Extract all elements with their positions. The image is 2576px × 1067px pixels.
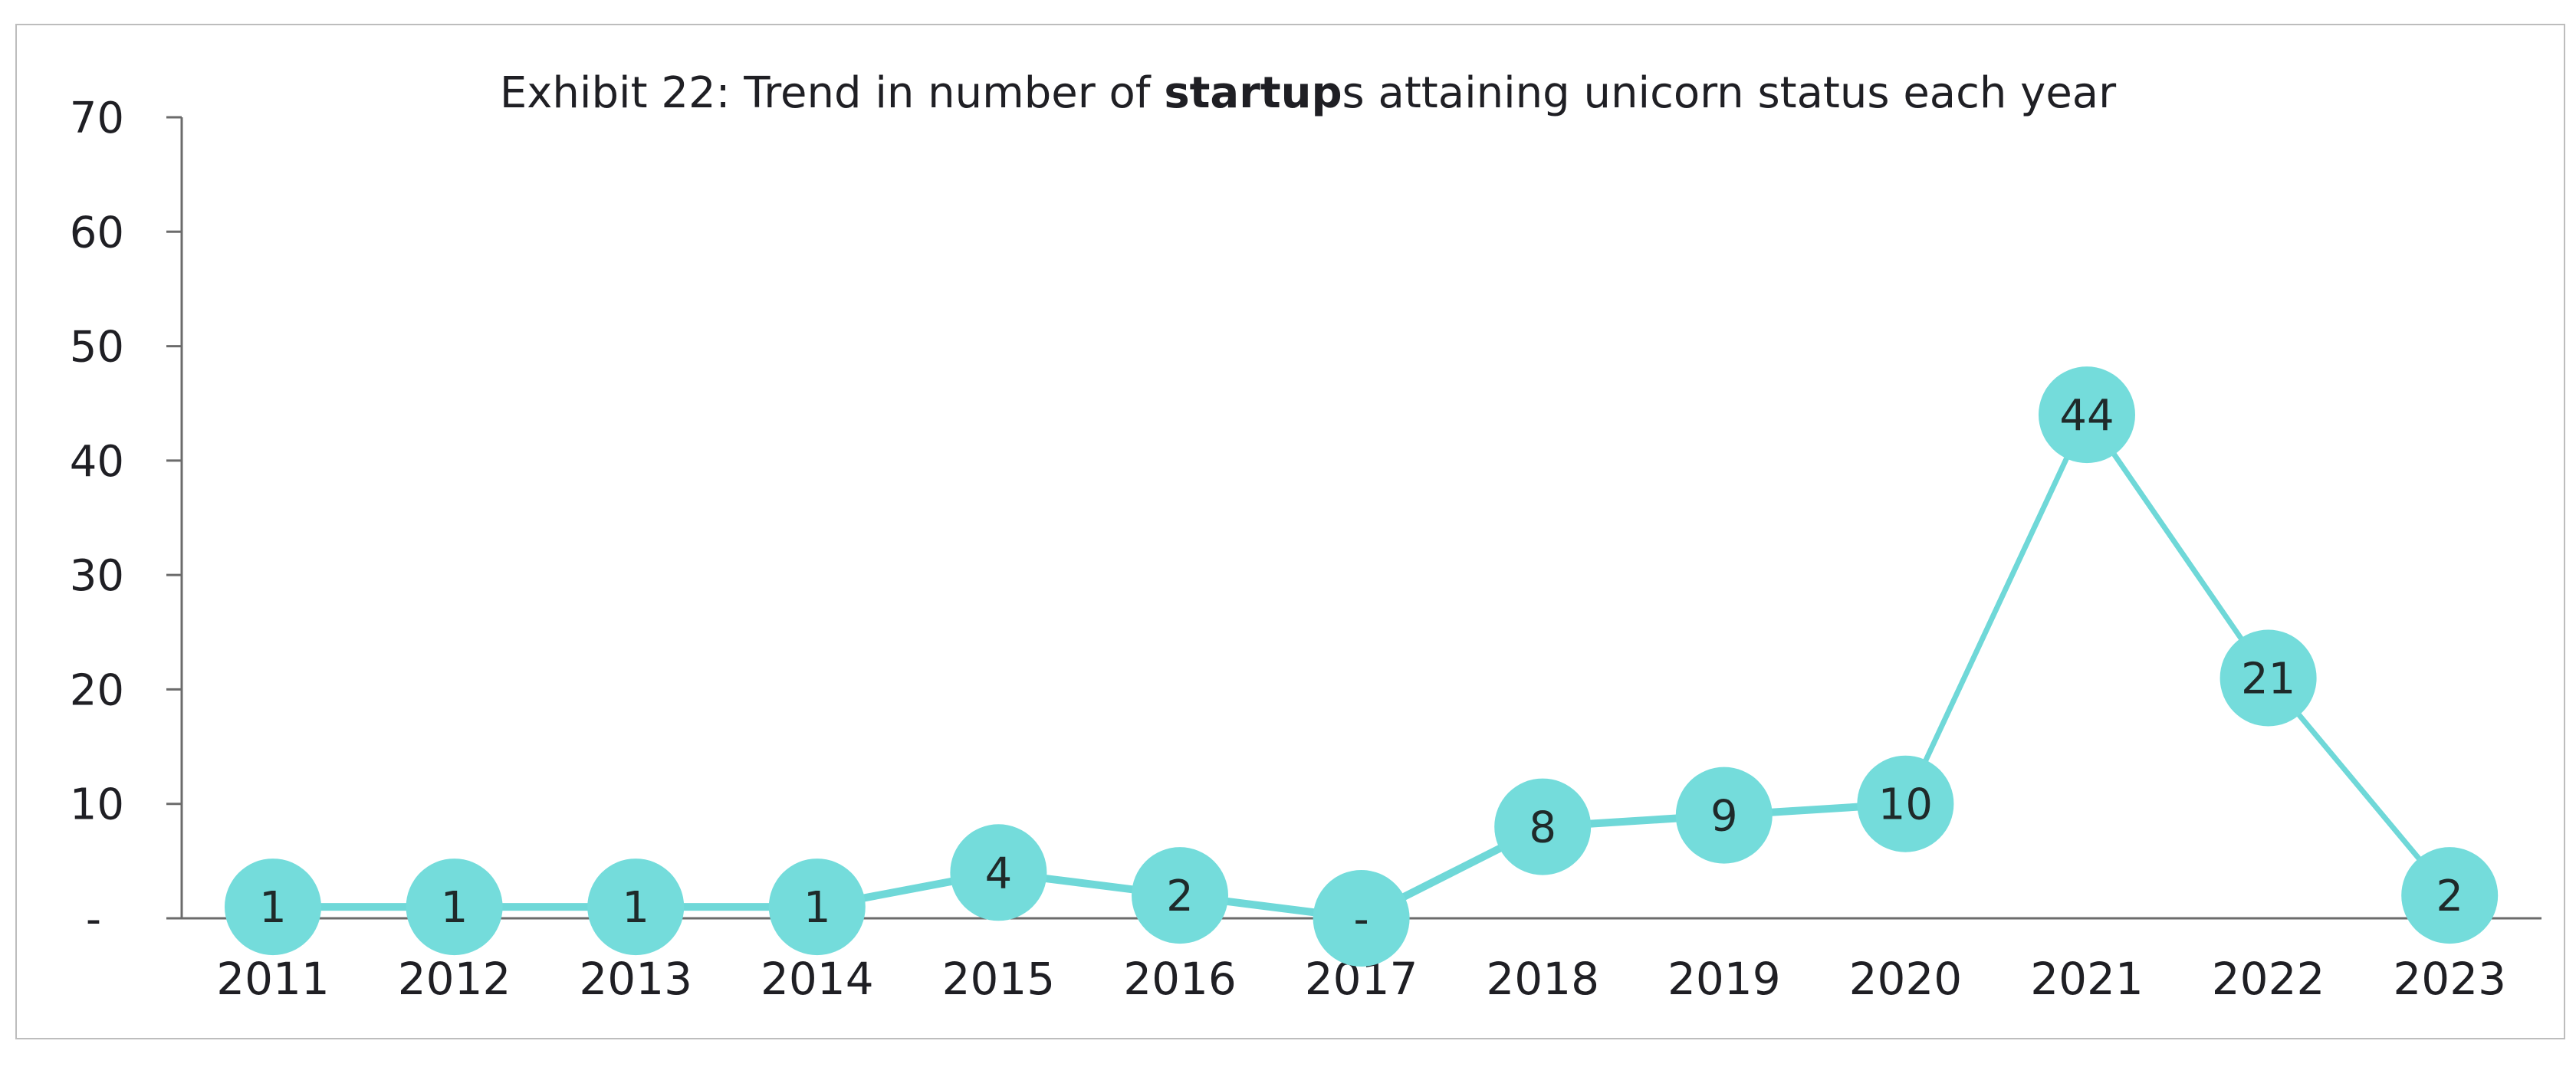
series-line-segment xyxy=(1902,412,2090,807)
x-tick-label: 2014 xyxy=(761,953,874,1005)
data-point: 21 xyxy=(2220,629,2317,727)
data-label: 8 xyxy=(1529,803,1556,853)
data-point: 2 xyxy=(2401,847,2499,944)
y-tick-label: 30 xyxy=(70,551,124,601)
data-marker xyxy=(1313,870,1410,967)
data-point: 44 xyxy=(2039,366,2135,464)
data-point: 10 xyxy=(1857,755,1954,852)
data-marker xyxy=(1494,778,1592,875)
series-line xyxy=(269,412,2453,922)
data-marker xyxy=(1857,755,1954,852)
data-marker xyxy=(950,824,1047,921)
x-tick-label: 2013 xyxy=(579,953,692,1005)
data-marker xyxy=(587,859,685,956)
data-point: 1 xyxy=(587,859,685,956)
x-tick-label: 2022 xyxy=(2212,953,2325,1005)
x-tick-label: 2018 xyxy=(1486,953,1599,1005)
data-label: 4 xyxy=(985,849,1013,898)
x-tick-label: 2016 xyxy=(1123,953,1237,1005)
chart-title-part-0: Exhibit 22: Trend in number of xyxy=(500,68,1164,118)
x-tick-label: 2019 xyxy=(1668,953,1781,1005)
data-label: 10 xyxy=(1878,780,1933,830)
data-marker xyxy=(2401,847,2499,944)
y-tick-label: 20 xyxy=(70,665,124,715)
data-label: 44 xyxy=(2059,391,2114,441)
chart-title: Exhibit 22: Trend in number of startups … xyxy=(500,68,2117,118)
data-label: 2 xyxy=(1166,872,1194,921)
y-tick-label: - xyxy=(86,895,101,944)
x-tick-label: 2012 xyxy=(398,953,511,1005)
y-tick-label: 10 xyxy=(70,780,124,830)
data-marker xyxy=(1675,767,1773,864)
data-point: 8 xyxy=(1494,778,1592,875)
data-marker xyxy=(768,859,866,956)
data-label: 21 xyxy=(2241,655,2295,704)
data-marker xyxy=(2220,629,2317,727)
y-tick-label: 50 xyxy=(70,323,124,373)
data-point: 4 xyxy=(950,824,1047,921)
data-point: 9 xyxy=(1675,767,1773,864)
data-label: 9 xyxy=(1710,792,1738,842)
data-label: - xyxy=(1353,895,1368,944)
chart-title-part-2: s attaining unicorn status each year xyxy=(1342,68,2118,118)
data-point: 1 xyxy=(406,859,503,956)
data-point: 1 xyxy=(768,859,866,956)
chart-title-part-1: startup xyxy=(1164,68,1342,118)
data-marker xyxy=(2039,366,2135,464)
data-marker xyxy=(1132,847,1228,944)
data-point: - xyxy=(1313,870,1410,967)
data-point: 2 xyxy=(1132,847,1228,944)
y-tick-label: 40 xyxy=(70,437,124,487)
x-tick-label: 2020 xyxy=(1849,953,1963,1005)
data-marker xyxy=(406,859,503,956)
y-tick-label: 70 xyxy=(70,94,124,143)
data-markers: 1 1 1 1 4 2 - 8 9 10 44 21 2 xyxy=(225,366,2499,967)
data-label: 1 xyxy=(803,883,831,933)
data-label: 1 xyxy=(259,883,287,933)
y-axis: - 10 20 30 40 50 60 70 xyxy=(70,94,183,944)
x-tick-label: 2021 xyxy=(2030,953,2144,1005)
x-tick-label: 2015 xyxy=(942,953,1056,1005)
data-label: 1 xyxy=(441,883,468,933)
series-line-segment xyxy=(2084,412,2272,681)
y-tick-label: 60 xyxy=(70,208,124,258)
data-point: 1 xyxy=(225,859,321,956)
x-tick-label: 2011 xyxy=(216,953,330,1005)
data-label: 2 xyxy=(2436,872,2463,921)
data-marker xyxy=(225,859,321,956)
x-tick-label: 2023 xyxy=(2393,953,2506,1005)
data-label: 1 xyxy=(622,883,649,933)
